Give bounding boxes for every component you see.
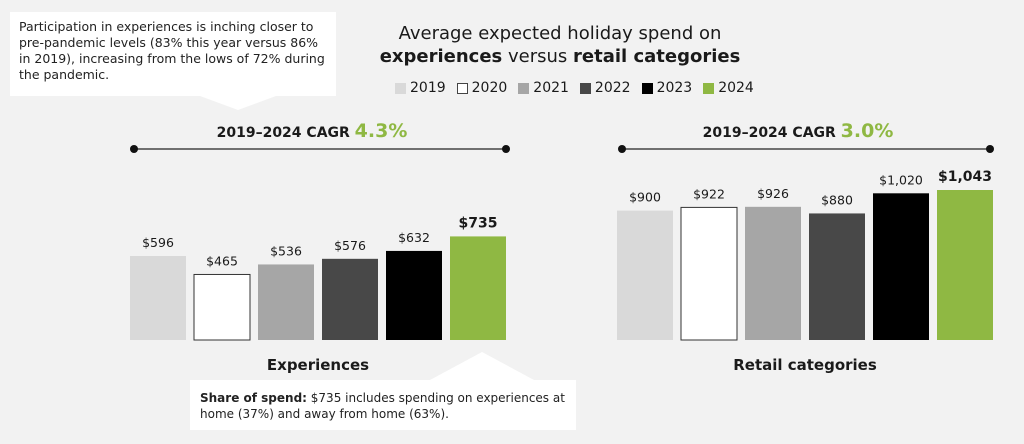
legend-label-2020: 2020 [471, 80, 508, 96]
data-label-2020: $922 [693, 186, 725, 201]
legend-label-2023: 2023 [656, 80, 693, 96]
bar-2019 [617, 210, 673, 340]
title-line2: experiences versus retail categories [360, 45, 760, 68]
data-label-2024: $735 [459, 215, 498, 231]
data-label-2022: $576 [334, 238, 366, 253]
title-bold-experiences: experiences [379, 46, 503, 67]
bar-2023 [386, 250, 442, 340]
callout-pointer [430, 352, 534, 380]
callout-pointer [200, 96, 276, 110]
data-label-2022: $880 [821, 192, 853, 207]
share-of-spend-callout: Share of spend: $735 includes spending o… [190, 380, 576, 430]
cagr-label: 2019–2024 CAGR 4.3% [217, 120, 408, 142]
data-label-2020: $465 [206, 253, 238, 268]
cagr-value: 3.0% [841, 120, 894, 142]
chart-category-title: Experiences [267, 356, 369, 374]
cagr-line-end-dot [502, 145, 510, 153]
legend-item-2021: 2021 [518, 80, 569, 96]
legend-swatch-2019 [395, 82, 406, 94]
cagr-label: 2019–2024 CAGR 3.0% [703, 120, 894, 142]
legend-swatch-2024 [703, 82, 715, 94]
bar-2024 [450, 236, 506, 340]
data-label-2019: $596 [142, 235, 174, 250]
title-bold-retail: retail categories [573, 46, 741, 67]
legend: 2019 2020 2021 2022 2023 2024 [395, 80, 754, 96]
share-of-spend-text: $735 includes spending on experiences at… [200, 391, 569, 421]
legend-item-2023: 2023 [641, 80, 693, 96]
legend-item-2019: 2019 [395, 80, 446, 96]
bar-2022 [322, 258, 378, 340]
cagr-line-end-dot [986, 145, 994, 153]
title-versus: versus [502, 46, 573, 67]
participation-callout: Participation in experiences is inching … [10, 12, 336, 96]
legend-label-2019: 2019 [410, 80, 446, 96]
bar-2022 [809, 213, 865, 340]
legend-label-2024: 2024 [718, 80, 754, 96]
title-line1: Average expected holiday spend on [398, 23, 722, 44]
share-of-spend-label: Share of spend: [200, 391, 307, 405]
legend-label-2021: 2021 [533, 80, 569, 96]
cagr-line-start-dot [130, 145, 138, 153]
chart-title: Average expected holiday spend on experi… [360, 22, 760, 68]
bar-2024 [937, 190, 993, 340]
legend-swatch-2022 [579, 82, 591, 94]
cagr-value: 4.3% [355, 120, 408, 142]
legend-swatch-2021 [518, 82, 530, 94]
legend-label-2022: 2022 [594, 80, 631, 96]
data-label-2023: $632 [398, 230, 430, 245]
bar-2020 [193, 273, 251, 341]
legend-item-2022: 2022 [579, 80, 631, 96]
legend-item-2020: 2020 [456, 80, 508, 96]
bar-2023 [873, 193, 929, 340]
chart-category-title: Retail categories [733, 356, 877, 374]
data-label-2021: $536 [270, 243, 302, 258]
data-label-2024: $1,043 [938, 169, 992, 185]
legend-swatch-2020 [456, 82, 468, 94]
bar-2019 [130, 256, 186, 340]
bar-2021 [258, 264, 314, 340]
legend-swatch-2023 [641, 82, 653, 94]
bar-2021 [745, 206, 801, 340]
participation-callout-text: Participation in experiences is inching … [19, 19, 325, 82]
data-label-2021: $926 [757, 186, 789, 201]
data-label-2023: $1,020 [879, 172, 923, 187]
data-label-2019: $900 [629, 190, 661, 205]
bar-2020 [680, 206, 738, 341]
legend-item-2024: 2024 [703, 80, 754, 96]
cagr-line-start-dot [618, 145, 626, 153]
